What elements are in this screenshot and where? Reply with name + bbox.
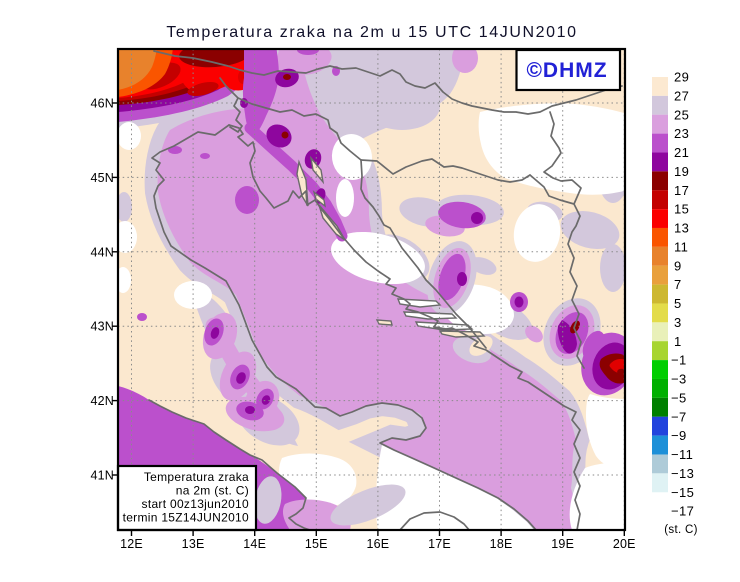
svg-text:23: 23	[674, 126, 689, 141]
svg-text:−5: −5	[671, 390, 687, 405]
svg-text:11: 11	[674, 239, 688, 254]
svg-text:19: 19	[674, 164, 689, 179]
svg-text:12E: 12E	[120, 537, 143, 551]
svg-text:−3: −3	[671, 372, 687, 387]
svg-text:44N: 44N	[90, 245, 114, 259]
svg-text:20E: 20E	[613, 537, 636, 551]
svg-text:43N: 43N	[90, 320, 114, 334]
svg-text:−11: −11	[671, 447, 693, 462]
svg-text:14E: 14E	[243, 537, 266, 551]
svg-text:17: 17	[674, 183, 689, 198]
svg-text:13: 13	[674, 221, 689, 236]
svg-text:15: 15	[674, 202, 689, 217]
svg-text:−9: −9	[671, 428, 687, 443]
svg-text:−17: −17	[671, 504, 694, 519]
svg-text:25: 25	[674, 107, 689, 122]
svg-text:3: 3	[674, 315, 682, 330]
svg-text:(st. C): (st. C)	[664, 524, 697, 536]
svg-text:17E: 17E	[428, 537, 451, 551]
svg-text:Temperatura zraka: Temperatura zraka	[144, 470, 249, 484]
svg-text:5: 5	[674, 296, 682, 311]
svg-text:46N: 46N	[90, 97, 114, 111]
svg-text:29: 29	[674, 70, 689, 85]
svg-text:−7: −7	[671, 409, 687, 424]
svg-text:termin 15Z14JUN2010: termin 15Z14JUN2010	[123, 511, 249, 525]
svg-text:21: 21	[674, 145, 689, 160]
svg-text:13E: 13E	[182, 537, 205, 551]
svg-text:7: 7	[674, 277, 682, 292]
svg-text:na 2m (st. C): na 2m (st. C)	[176, 484, 249, 498]
svg-text:©DHMZ: ©DHMZ	[526, 59, 607, 82]
svg-text:1: 1	[674, 334, 682, 349]
svg-text:9: 9	[674, 258, 682, 273]
svg-text:19E: 19E	[551, 537, 574, 551]
svg-text:start 00z13jun2010: start 00z13jun2010	[142, 497, 250, 511]
svg-text:Temperatura zraka na 2m u 15 U: Temperatura zraka na 2m u 15 UTC 14JUN20…	[166, 24, 577, 41]
svg-text:42N: 42N	[90, 394, 114, 408]
svg-text:41N: 41N	[90, 469, 114, 483]
svg-text:16E: 16E	[366, 537, 389, 551]
svg-text:18E: 18E	[490, 537, 513, 551]
svg-text:15E: 15E	[305, 537, 328, 551]
svg-text:−15: −15	[671, 485, 694, 500]
svg-text:−1: −1	[671, 353, 687, 368]
svg-text:27: 27	[674, 88, 689, 103]
svg-text:−13: −13	[671, 466, 694, 481]
svg-text:45N: 45N	[90, 171, 114, 185]
